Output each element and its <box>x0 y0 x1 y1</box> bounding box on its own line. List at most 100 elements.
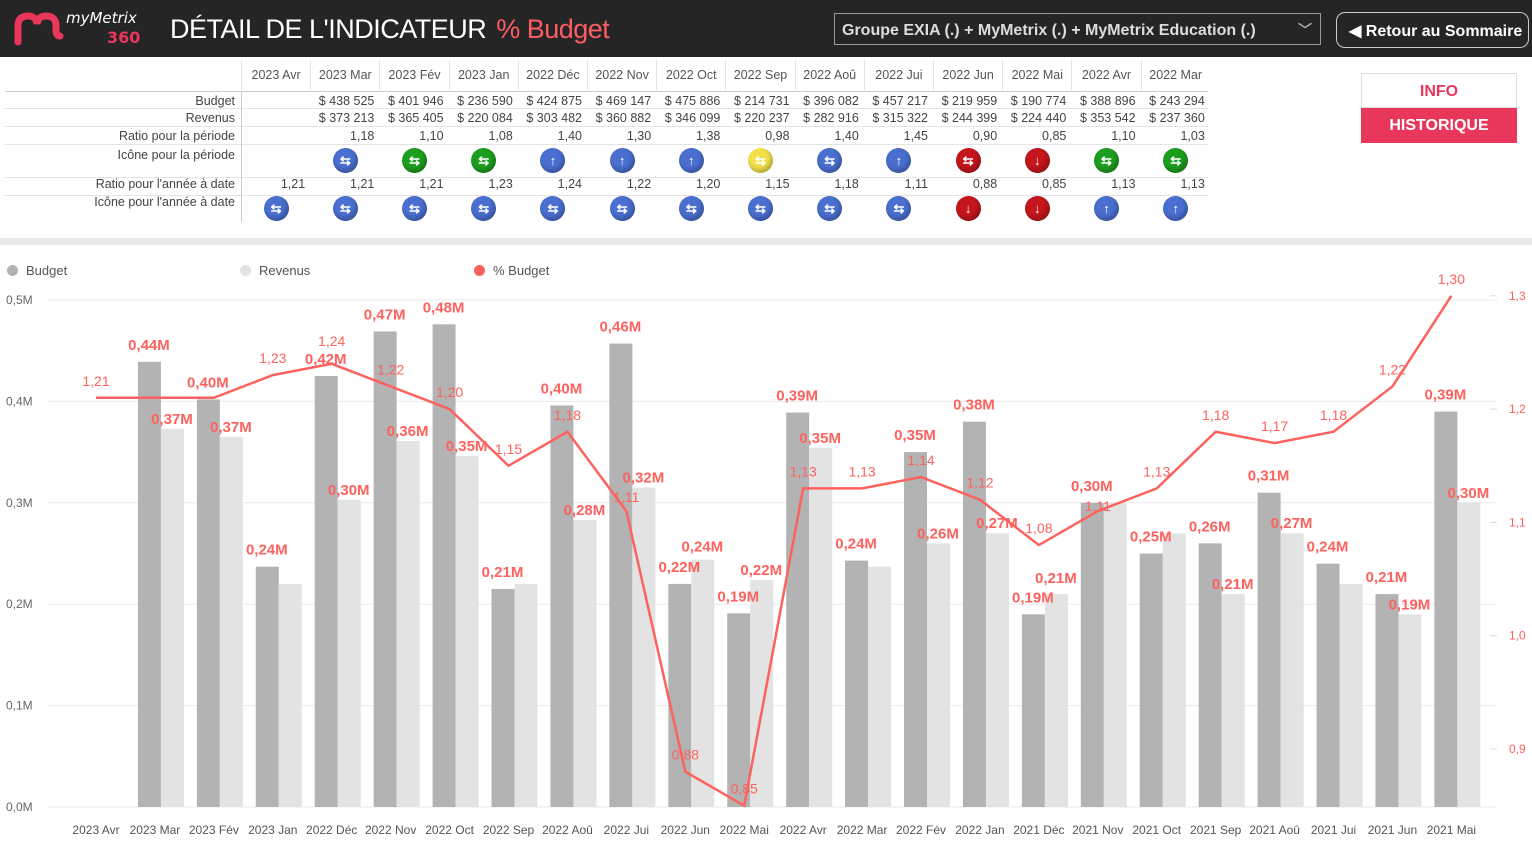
cell-budget: $ 236 590 <box>457 94 513 108</box>
combo-chart: 0,0M 0,1M 0,2M 0,3M 0,4M 0,5M 0,9 1,0 1,1 1,2 1,3 2… <box>6 271 1526 837</box>
y-left-tick: 0,1M <box>6 699 33 713</box>
bar-revenus <box>573 520 597 807</box>
organization-select[interactable]: Groupe EXIA (.) + MyMetrix (.) + MyMetri… <box>834 13 1321 45</box>
chevron-down-icon: ﹀ <box>1298 22 1312 38</box>
cell-ratio: 1,45 <box>903 129 928 143</box>
cell-budget: $ 438 525 <box>318 94 375 108</box>
row-label-revenus: Revenus <box>185 111 235 125</box>
bar-revenus <box>868 566 892 807</box>
column-header: 2022 Jun <box>933 60 1002 90</box>
column-header: 2023 Mar <box>310 60 379 90</box>
y-right-tick: 1,3 <box>1509 289 1526 303</box>
row-label-icon-ytd: Icône pour l'année à date <box>94 195 235 209</box>
column-header: 2022 Oct <box>656 60 725 90</box>
cell-revenus: $ 373 213 <box>318 111 375 125</box>
divider <box>5 177 1208 178</box>
data-label-pct-budget: 1,22 <box>377 361 404 377</box>
trend-sideways-icon: ⇆ <box>817 196 843 221</box>
bar-revenus <box>1221 594 1245 807</box>
row-label-ratio-ytd: Ratio pour l'année à date <box>95 177 235 191</box>
cell-budget: $ 388 896 <box>1079 94 1136 108</box>
column-header: 2022 Avr <box>1071 60 1140 90</box>
x-tick-label: 2022 Jan <box>955 823 1004 837</box>
cell-ratio: 1,30 <box>626 129 652 143</box>
cell-ratio-ytd: 1,21 <box>280 177 306 191</box>
data-label-budget: 0,22M <box>658 559 700 576</box>
bar-revenus <box>1398 614 1422 807</box>
data-label-budget: 0,19M <box>1012 589 1054 606</box>
bar-budget <box>1257 492 1281 807</box>
data-label-budget: 0,46M <box>600 319 642 336</box>
x-tick-label: 2021 Jun <box>1368 823 1417 837</box>
cell-budget: $ 243 294 <box>1149 94 1205 108</box>
x-tick-label: 2021 Sep <box>1190 823 1242 837</box>
data-label-revenus: 0,27M <box>976 515 1018 532</box>
data-label-budget: 0,40M <box>187 374 229 391</box>
bar-budget <box>432 324 456 807</box>
cell-ratio: 0,85 <box>1042 129 1067 143</box>
legend-dot <box>240 265 251 276</box>
data-label-pct-budget: 1,18 <box>1320 407 1347 423</box>
data-label-budget: 0,39M <box>1425 387 1467 404</box>
cell-ratio-ytd: 0,85 <box>1042 177 1067 191</box>
data-label-budget: 0,21M <box>482 564 524 581</box>
column-header: 2022 Mar <box>1140 60 1210 90</box>
trend-sideways-icon: ⇆ <box>471 148 497 173</box>
y-right-tick: 1,2 <box>1509 402 1526 416</box>
cell-ratio: 1,40 <box>834 129 859 143</box>
cell-budget: $ 401 946 <box>387 94 444 108</box>
bar-budget <box>314 376 338 807</box>
bar-revenus <box>337 499 361 807</box>
cell-ratio-ytd: 1,23 <box>488 177 513 191</box>
cell-ratio: 0,98 <box>765 129 790 143</box>
bar-budget <box>1021 614 1045 807</box>
divider <box>5 91 1208 92</box>
trend-sideways-icon: ⇆ <box>471 196 497 221</box>
cell-revenus: $ 244 399 <box>941 111 998 125</box>
bar-revenus <box>1044 594 1068 807</box>
cell-revenus: $ 220 084 <box>457 111 513 125</box>
trend-up-icon: ↑ <box>1163 196 1189 221</box>
legend-label: Revenus <box>259 263 311 278</box>
cell-ratio-ytd: 1,24 <box>557 177 582 191</box>
trend-sideways-icon: ⇆ <box>748 196 773 221</box>
column-header: 2022 Déc <box>517 60 587 90</box>
column-header: 2022 Aoû <box>794 60 864 90</box>
logo-text: myMetrix <box>66 9 137 27</box>
cell-revenus: $ 282 916 <box>803 111 859 125</box>
data-label-pct-budget: 1,30 <box>1438 271 1465 287</box>
legend-revenus[interactable]: Revenus <box>240 263 310 278</box>
data-label-revenus: 0,36M <box>387 423 429 440</box>
bar-revenus <box>691 559 715 807</box>
data-label-pct-budget: 1,13 <box>848 463 875 479</box>
x-tick-label: 2022 Aoû <box>542 823 593 837</box>
bar-revenus <box>219 436 243 807</box>
data-label-budget: 0,19M <box>717 588 759 605</box>
logo-number: 360 <box>107 28 141 47</box>
trend-sideways-icon: ⇆ <box>332 148 358 173</box>
history-button[interactable]: HISTORIQUE <box>1361 108 1517 143</box>
legend-budget[interactable]: Budget <box>7 263 67 278</box>
cell-ratio-ytd: 1,11 <box>904 177 928 191</box>
info-button[interactable]: INFO <box>1361 73 1517 108</box>
indicator-name: % Budget <box>496 14 610 44</box>
back-label: Retour au Sommaire <box>1365 23 1523 40</box>
y-left-tick: 0,0M <box>6 800 33 814</box>
bar-revenus <box>1457 502 1481 807</box>
column-header: 2022 Nov <box>587 60 656 90</box>
cell-revenus: $ 365 405 <box>387 111 444 125</box>
divider <box>5 126 1208 127</box>
legend-pct-budget[interactable]: % Budget <box>474 263 549 278</box>
divider <box>5 195 1208 196</box>
trend-sideways-icon: ⇆ <box>1094 148 1119 173</box>
y-left-tick: 0,5M <box>6 293 33 307</box>
cell-ratio-ytd: 1,13 <box>1180 177 1205 191</box>
column-header: 2022 Sep <box>725 60 794 90</box>
divider <box>5 108 1208 109</box>
data-label-revenus: 0,37M <box>210 419 252 436</box>
trend-sideways-icon: ⇆ <box>678 196 704 221</box>
back-to-summary-button[interactable]: ◀ Retour au Sommaire <box>1336 12 1529 48</box>
x-tick-label: 2022 Oct <box>425 823 474 837</box>
bar-budget <box>1198 543 1222 807</box>
divider <box>5 144 1208 145</box>
